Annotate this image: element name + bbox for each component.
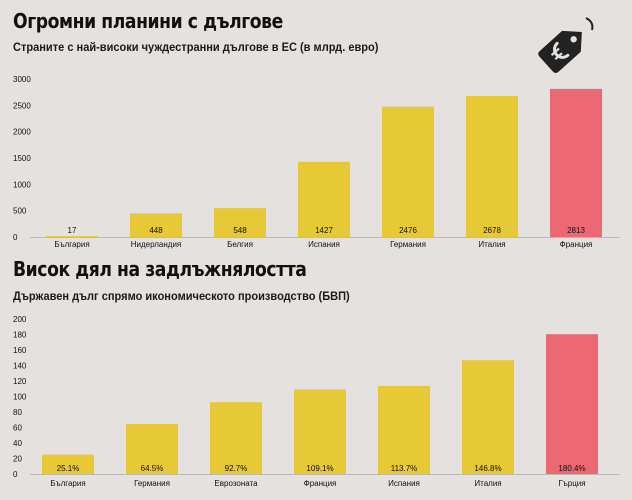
chart-2-category-label: Италия <box>474 479 501 488</box>
chart-1-subtitle: Страните с най-високи чуждестранни дълго… <box>13 40 379 54</box>
chart-1-category-label: България <box>54 240 89 249</box>
chart-1-category-label: Франция <box>560 240 593 249</box>
chart-2-y-tick-label: 20 <box>13 455 22 464</box>
euro-price-tag-icon <box>538 17 594 74</box>
chart-2-y-tick-label: 60 <box>13 424 22 433</box>
chart-2-category-label: Гърция <box>558 479 585 488</box>
chart-1-bar-value-label: 17 <box>68 226 77 235</box>
chart-1-bar-value-label: 448 <box>149 226 163 235</box>
chart-2-title: Висок дял на задлъжнялостта <box>13 257 307 281</box>
chart-2-y-tick-label: 100 <box>13 393 27 402</box>
chart-1-y-tick-label: 500 <box>13 207 27 216</box>
chart-1-bar-value-label: 2678 <box>483 226 501 235</box>
chart-2-bar <box>126 424 178 474</box>
chart-2-y-tick-label: 160 <box>13 346 27 355</box>
chart-2-bar-value-label: 113.7% <box>391 464 418 473</box>
chart-2-bar <box>378 385 430 474</box>
chart-2-y-tick-label: 0 <box>13 470 18 479</box>
chart-2-bar-value-label: 109.1% <box>306 464 333 473</box>
chart-1-y-tick-label: 2000 <box>13 128 31 137</box>
chart-2-bar-value-label: 64.5% <box>141 464 164 473</box>
chart-2-y-tick-label: 80 <box>13 408 22 417</box>
chart-1-category-label: Нидерландия <box>131 240 182 249</box>
chart-1-y-tick-label: 0 <box>13 233 18 242</box>
chart-2-y-tick-label: 40 <box>13 439 22 448</box>
chart-1-y-tick-label: 2500 <box>13 101 31 110</box>
chart-1-y-tick-label: 3000 <box>13 75 31 84</box>
chart-1-category-label: Италия <box>478 240 505 249</box>
chart-2-bar <box>462 360 514 474</box>
chart-1-bar-value-label: 548 <box>233 226 247 235</box>
chart-1-y-tick-label: 1500 <box>13 154 31 163</box>
chart-2-category-label: Испания <box>388 479 420 488</box>
chart-1-category-label: Германия <box>390 240 426 249</box>
chart-1-bar-value-label: 2813 <box>567 226 585 235</box>
chart-1-svg: 0 500 1000 1500 2000 2500 3000 17 България 448 Нид… <box>13 75 620 249</box>
chart-1-bar <box>550 88 602 237</box>
chart-2-bar <box>294 389 346 474</box>
chart-2-category-label: Еврозоната <box>214 479 258 488</box>
chart-2-bar-value-label: 146.8% <box>474 464 501 473</box>
chart-2-bar-value-label: 180.4% <box>558 464 585 473</box>
chart-1-category-label: Белгия <box>227 240 253 249</box>
chart-1-bar <box>214 208 266 237</box>
chart-1-bar <box>46 236 98 237</box>
chart-1-bar-value-label: 1427 <box>315 226 333 235</box>
chart-2-bar-value-label: 25.1% <box>57 464 80 473</box>
chart-2-category-label: Германия <box>134 479 170 488</box>
chart-2-bar <box>546 334 598 474</box>
chart-2-category-label: България <box>50 479 85 488</box>
chart-1-bar <box>382 106 434 237</box>
chart-2-y-tick-label: 180 <box>13 331 27 340</box>
chart-1-bar <box>298 161 350 237</box>
chart-2-y-tick-label: 120 <box>13 377 27 386</box>
chart-1-bar <box>130 213 182 237</box>
chart-1-title: Огромни планини с дългове <box>13 9 283 33</box>
chart-2-bar <box>42 454 94 474</box>
chart-1-bar <box>466 95 518 237</box>
chart-1-bar-value-label: 2476 <box>399 226 417 235</box>
chart-1-category-label: Испания <box>308 240 340 249</box>
chart-2-bar <box>210 402 262 474</box>
chart-2-category-label: Франция <box>304 479 337 488</box>
chart-2-svg: 0 20 40 60 80 100 120 140 160 180 200 25.1% България… <box>13 315 620 488</box>
chart-1-y-tick-label: 1000 <box>13 180 31 189</box>
chart-2-y-tick-label: 140 <box>13 362 27 371</box>
chart-2-subtitle: Държавен дълг спрямо икономическото прои… <box>13 289 350 303</box>
chart-2-bar-value-label: 92.7% <box>225 464 248 473</box>
chart-2-y-tick-label: 200 <box>13 315 27 324</box>
